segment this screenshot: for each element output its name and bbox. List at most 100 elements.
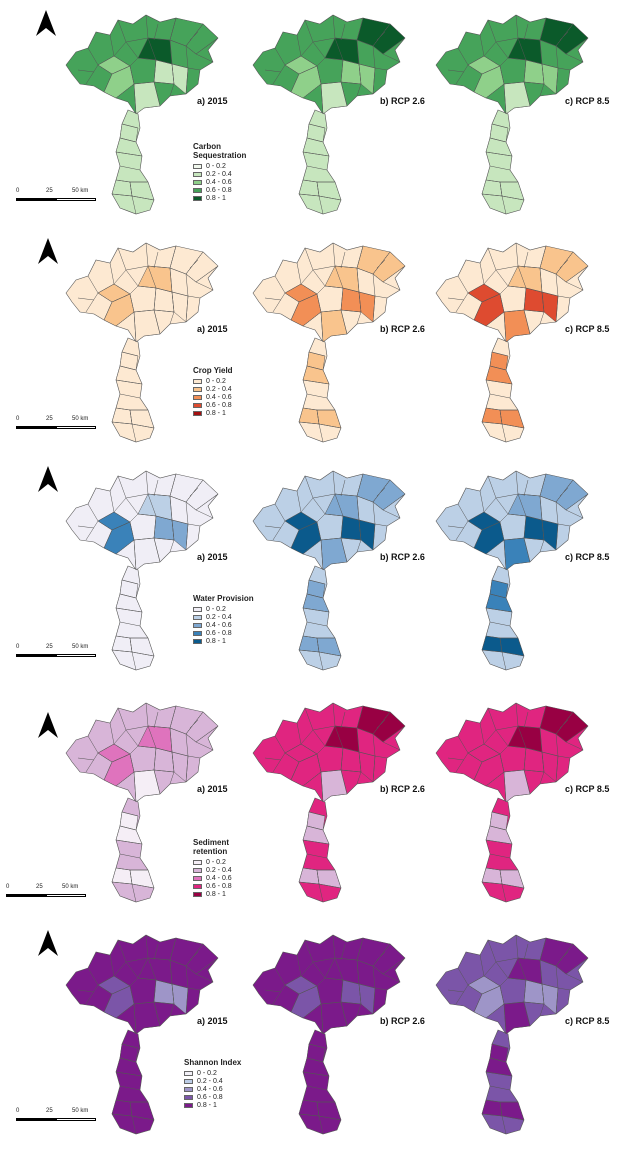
subcatchment-boundary xyxy=(189,951,199,961)
subcatchment-boundary xyxy=(372,523,376,551)
subcatchment-boundary xyxy=(153,251,159,269)
legend-item: 0.8 - 1 xyxy=(193,637,254,645)
subcatchment-boundary xyxy=(169,83,175,97)
subcatchment-boundary xyxy=(555,523,559,551)
subcatchment-boundary xyxy=(77,69,95,73)
subcatchment-boundary xyxy=(374,295,388,299)
subcatchment-boundary xyxy=(119,825,137,831)
subcatchment-boundary xyxy=(306,621,328,627)
subcatchment-boundary xyxy=(491,1043,509,1049)
legend-item: 0.8 - 1 xyxy=(193,890,232,898)
subcatchment-boundary xyxy=(485,379,513,385)
legend-swatch xyxy=(184,1078,193,1084)
subcatchment-boundary xyxy=(372,295,376,323)
subcatchment-region xyxy=(481,1099,503,1117)
subcatchment-boundary xyxy=(320,771,324,803)
subcatchment-boundary xyxy=(485,1071,513,1077)
subcatchment-boundary xyxy=(376,719,386,729)
legend-item: 0 - 0.2 xyxy=(193,377,233,385)
subcatchment-boundary xyxy=(489,165,511,171)
subcatchment-boundary xyxy=(169,539,175,553)
subcatchment-boundary xyxy=(115,607,143,613)
subcatchment-region xyxy=(481,407,503,425)
legend-label: 0.4 - 0.6 xyxy=(206,621,232,629)
scale-label: 0 xyxy=(6,884,10,890)
subcatchment-boundary xyxy=(185,755,189,783)
scale-bar-graphic xyxy=(16,198,96,201)
subcatchment-boundary xyxy=(503,83,507,115)
subcatchment-boundary xyxy=(489,593,507,599)
scale-label: 50 km xyxy=(72,416,89,422)
scenario-label: b) RCP 2.6 xyxy=(380,96,425,106)
subcatchment-boundary xyxy=(264,297,282,301)
legend-label: 0.6 - 0.8 xyxy=(206,401,232,409)
map-crop-2 xyxy=(252,242,406,443)
subcatchment-region xyxy=(111,635,133,653)
subcatchment-boundary xyxy=(539,771,545,785)
subcatchment-boundary xyxy=(485,607,513,613)
subcatchment-boundary xyxy=(447,525,465,529)
subcatchment-boundary xyxy=(320,311,324,343)
subcatchment-boundary xyxy=(306,137,324,143)
subcatchment-boundary xyxy=(185,987,189,1015)
subcatchment-boundary xyxy=(195,281,214,291)
scale-label: 25 xyxy=(46,416,53,422)
legend-item: 0.8 - 1 xyxy=(184,1101,241,1109)
legend-swatch xyxy=(193,378,202,384)
subcatchment-boundary xyxy=(523,711,529,729)
subcatchment-boundary xyxy=(376,259,386,269)
legend-label: 0 - 0.2 xyxy=(206,162,226,170)
subcatchment-boundary xyxy=(503,1003,507,1035)
legend: Shannon Index 0 - 0.2 0.2 - 0.4 0.4 - 0.6 0.… xyxy=(184,1058,241,1109)
subcatchment-boundary xyxy=(491,811,509,817)
subcatchment-boundary xyxy=(374,523,388,527)
subcatchment-boundary xyxy=(340,309,348,335)
subcatchment-boundary xyxy=(316,637,324,671)
subcatchment-boundary xyxy=(559,951,569,961)
legend-item: 0 - 0.2 xyxy=(193,605,254,613)
legend-swatch xyxy=(193,891,202,897)
legend-label: 0.2 - 0.4 xyxy=(206,385,232,393)
legend-item: 0.4 - 0.6 xyxy=(193,393,233,401)
scale-bar-graphic xyxy=(16,426,96,429)
scenario-label: b) RCP 2.6 xyxy=(380,784,425,794)
subcatchment-boundary xyxy=(382,741,401,751)
subcatchment-boundary xyxy=(382,281,401,291)
legend-label: 0.2 - 0.4 xyxy=(206,613,232,621)
subcatchment-boundary xyxy=(499,1101,507,1135)
legend-swatch xyxy=(193,867,202,873)
subcatchment-boundary xyxy=(503,771,507,803)
legend-item: 0.6 - 0.8 xyxy=(193,882,232,890)
subcatchment-boundary xyxy=(447,757,465,761)
legend-item: 0 - 0.2 xyxy=(193,858,232,866)
subcatchment-boundary xyxy=(133,539,137,571)
subcatchment-boundary xyxy=(119,365,137,371)
subcatchment-boundary xyxy=(523,479,529,497)
subcatchment-boundary xyxy=(119,1085,141,1091)
legend-item: 0.2 - 0.4 xyxy=(184,1077,241,1085)
subcatchment-boundary xyxy=(372,755,376,783)
subcatchment-boundary xyxy=(356,83,362,97)
scenario-label: a) 2015 xyxy=(197,96,228,106)
subcatchment-boundary xyxy=(129,869,137,903)
subcatchment-boundary xyxy=(302,1071,330,1077)
legend-swatch xyxy=(193,171,202,177)
subcatchment-region xyxy=(298,635,320,653)
legend-title: Water Provision xyxy=(193,594,254,603)
subcatchment-boundary xyxy=(153,769,161,795)
subcatchment-boundary xyxy=(565,281,584,291)
scale-label: 0 xyxy=(16,188,20,194)
subcatchment-boundary xyxy=(499,869,507,903)
subcatchment-boundary xyxy=(372,67,376,95)
subcatchment-boundary xyxy=(489,1057,507,1063)
scale-bar: 0 25 50 km xyxy=(6,884,86,897)
subcatchment-boundary xyxy=(77,989,95,993)
legend-item: 0.2 - 0.4 xyxy=(193,385,233,393)
legend-title-line: Sediment xyxy=(193,838,230,847)
subcatchment-boundary xyxy=(382,53,401,63)
scenario-label: a) 2015 xyxy=(197,324,228,334)
subcatchment-boundary xyxy=(376,951,386,961)
subcatchment-boundary xyxy=(121,1043,139,1049)
map-sediment-2 xyxy=(252,702,406,903)
scenario-label: c) RCP 8.5 xyxy=(565,784,610,794)
